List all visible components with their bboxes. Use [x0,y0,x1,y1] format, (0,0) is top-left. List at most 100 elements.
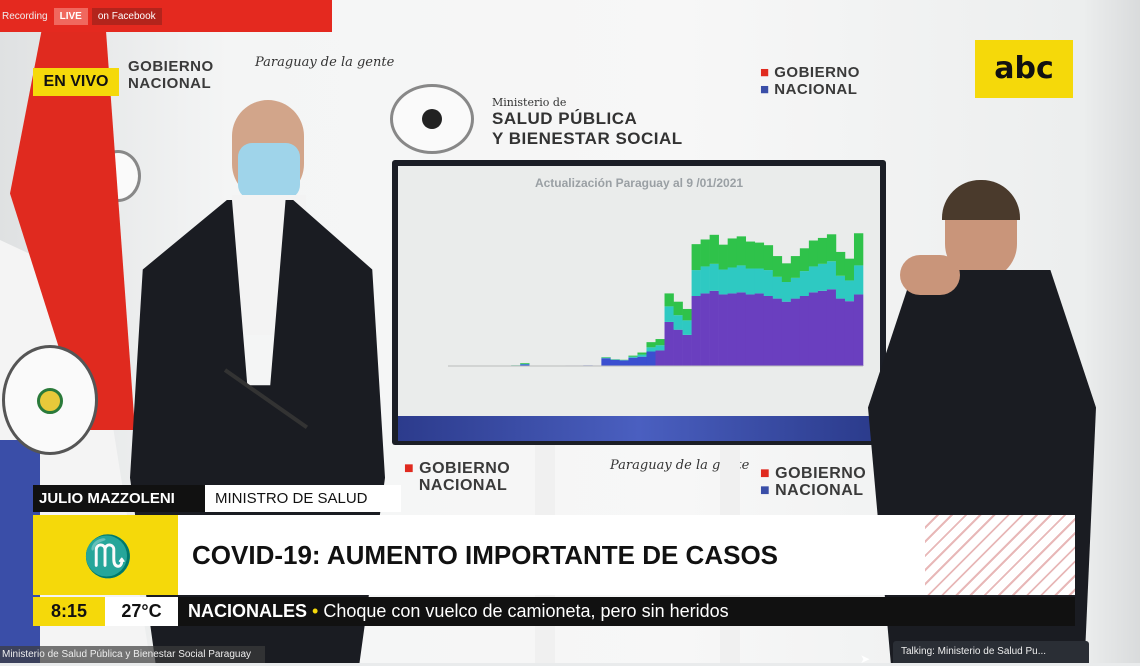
gobierno-wordmark-bottom: ■ GOBIERNO NACIONAL [404,460,510,494]
chart-bar-middle [854,265,863,294]
interpreter-hand [900,255,960,295]
chart-bar-middle [520,364,529,365]
chart-bar-top [737,236,746,265]
chart-bar-top [845,259,854,281]
live-badge: LIVE [54,8,88,25]
mouse-cursor-icon: ➤ [860,652,870,666]
chart-bar-top [755,243,764,269]
chart-bar-top [854,233,863,265]
page-name-caption: Ministerio de Salud Pública y Bienestar … [0,646,265,663]
chart-bar-bottom [773,299,782,366]
chart-bar-middle [764,270,773,296]
flag-seal [2,345,98,455]
chart-bar-middle [665,306,674,322]
chart-bar-bottom [674,330,683,366]
chart-bar-bottom [728,293,737,366]
chart-bar-bottom [610,360,619,366]
chart-bar-top [800,248,809,271]
chart-bar-middle [827,261,836,289]
chart-bar-middle [656,345,665,350]
chart-bar-top [665,293,674,306]
chart-bar-top [782,263,791,282]
chart-bar-middle [646,347,655,351]
chart-bar-bottom [701,293,710,366]
clock: 8:15 [33,597,105,626]
speaker-role: MINISTRO DE SALUD [205,485,401,512]
chart-bar-bottom [656,350,665,366]
news-logo-box: ♏ [33,515,178,595]
chart-bar-top [773,256,782,277]
ministry-wordmark: Ministerio de SALUD PÚBLICA Y BIENESTAR … [492,96,683,149]
chart-bar-bottom [854,294,863,366]
gobierno-wordmark-right: ■ GOBIERNO■ NACIONAL [760,64,860,98]
chart-bar-bottom [791,299,800,366]
chart-bar-top [520,363,529,364]
chart-bar-middle [728,267,737,293]
chart-bar-top [728,238,737,267]
tv-screen: Actualización Paraguay al 9 /01/2021 [398,166,880,416]
chart-bar-bottom [692,296,701,366]
ticker-section: NACIONALES [188,601,307,621]
chart-bar-bottom [746,294,755,366]
chart-bar-middle [818,264,827,291]
chart-bar-middle [845,280,854,301]
chart-bar-top [827,234,836,261]
chart-bar-bottom [836,299,845,366]
chart-bar-top [637,353,646,355]
chart-bar-middle [719,270,728,295]
chart-bar-middle [628,357,637,358]
chart-bar-middle [701,266,710,293]
chart-bar-top [646,342,655,347]
platform-badge: on Facebook [92,8,162,25]
chart-bar-middle [755,269,764,294]
chart-bar-bottom [637,357,646,366]
chart-bar-top [809,241,818,267]
chart-bar-middle [782,282,791,302]
chart-bar-top [746,242,755,269]
chart-bar-bottom [665,322,674,366]
chart-bar-bottom [737,292,746,366]
chart-bar-bottom [710,291,719,366]
chart-bar-top [818,238,827,264]
chart-bar-top [628,356,637,357]
chart-bar-bottom [683,335,692,366]
chart-bar-middle [746,269,755,295]
screen-chart [398,186,880,416]
chart-bar-bottom [619,360,628,366]
headline-banner: COVID-19: AUMENTO IMPORTANTE DE CASOS [178,515,1075,595]
chart-bar-bottom [827,289,836,366]
face-mask [238,143,300,199]
chart-bar-middle [773,277,782,299]
chart-bar-top [601,357,610,358]
chart-bar-bottom [601,358,610,366]
tv-screen-banner [398,416,880,441]
chart-bar-top [674,302,683,315]
chart-bar-top [836,252,845,276]
chart-bar-top [791,256,800,278]
chart-bar-middle [737,265,746,292]
chart-bar-bottom [628,358,637,366]
chart-bar-middle [800,271,809,296]
scorpion-icon: ♏ [83,533,133,580]
chart-bar-middle [683,320,692,335]
chart-bar-top [719,245,728,270]
chart-bar-middle [674,315,683,330]
paraguay-seal [390,84,474,154]
gobierno-wordmark-bottom-right: ■ GOBIERNO■ NACIONAL [760,465,866,499]
chart-bar-top [692,244,701,270]
chart-bar-middle [637,355,646,357]
chart-bar-middle [692,270,701,296]
chart-bar-bottom [800,296,809,366]
chart-bar-bottom [809,292,818,366]
chart-bar-bottom [845,301,854,366]
en-vivo-badge: EN VIVO [33,68,119,96]
chart-bar-middle [791,278,800,299]
chart-bar-top [656,339,665,345]
speaker-name: JULIO MAZZOLENI [33,485,205,512]
ticker-bullet: • [312,601,318,621]
abc-logo: abc [975,40,1073,98]
chart-bar-bottom [755,293,764,366]
chart-bar-bottom [646,351,655,366]
news-ticker: NACIONALES • Choque con vuelco de camion… [178,597,1075,626]
